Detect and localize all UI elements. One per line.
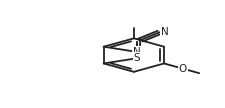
Text: N: N xyxy=(161,27,169,37)
Text: N: N xyxy=(133,47,141,57)
Text: O: O xyxy=(178,64,187,74)
Text: S: S xyxy=(133,53,140,63)
